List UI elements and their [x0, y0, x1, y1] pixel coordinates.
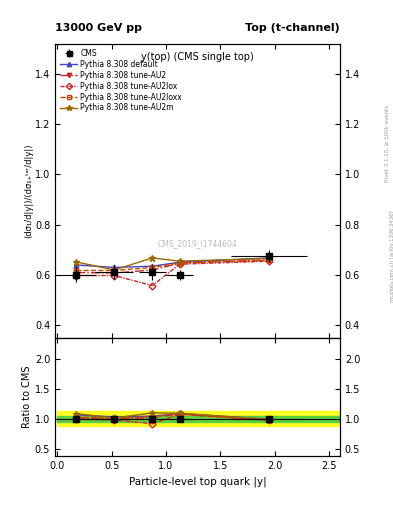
Pythia 8.308 tune-AU2: [74, 269, 79, 275]
Pythia 8.308 tune-AU2loxx: [112, 267, 117, 273]
Pythia 8.308 tune-AU2loxx: [74, 267, 79, 273]
Line: Pythia 8.308 tune-AU2loxx: Pythia 8.308 tune-AU2loxx: [74, 258, 272, 273]
Text: Rivet 3.1.10, ≥ 100k events: Rivet 3.1.10, ≥ 100k events: [385, 105, 389, 182]
Line: Pythia 8.308 tune-AU2m: Pythia 8.308 tune-AU2m: [73, 255, 272, 273]
Pythia 8.308 tune-AU2: [112, 270, 117, 276]
Pythia 8.308 tune-AU2lox: [267, 258, 272, 264]
Line: Pythia 8.308 tune-AU2: Pythia 8.308 tune-AU2: [74, 258, 272, 275]
Text: Top (t-channel): Top (t-channel): [245, 23, 340, 33]
Pythia 8.308 tune-AU2: [267, 257, 272, 263]
Y-axis label: Ratio to CMS: Ratio to CMS: [22, 366, 32, 428]
Pythia 8.308 tune-AU2lox: [177, 261, 182, 267]
Pythia 8.308 tune-AU2: [150, 267, 155, 273]
Pythia 8.308 tune-AU2m: [112, 267, 117, 273]
Y-axis label: (dσ₁/d|y|)/(dσ₁₊ᵗᵃʳ/d|y|): (dσ₁/d|y|)/(dσ₁₊ᵗᵃʳ/d|y|): [24, 143, 33, 238]
Pythia 8.308 tune-AU2lox: [74, 272, 79, 279]
Pythia 8.308 default: [267, 255, 272, 261]
Pythia 8.308 tune-AU2m: [74, 259, 79, 265]
Pythia 8.308 tune-AU2lox: [112, 272, 117, 279]
Pythia 8.308 tune-AU2lox: [150, 283, 155, 289]
Pythia 8.308 tune-AU2: [177, 260, 182, 266]
Text: 13000 GeV pp: 13000 GeV pp: [55, 23, 142, 33]
Pythia 8.308 default: [177, 259, 182, 265]
Text: y(top) (CMS single top): y(top) (CMS single top): [141, 52, 254, 62]
Pythia 8.308 tune-AU2loxx: [177, 260, 182, 266]
X-axis label: Particle-level top quark |y|: Particle-level top quark |y|: [129, 476, 266, 486]
Pythia 8.308 tune-AU2loxx: [150, 264, 155, 270]
Line: Pythia 8.308 default: Pythia 8.308 default: [74, 255, 272, 270]
Pythia 8.308 tune-AU2m: [267, 255, 272, 262]
Legend: CMS, Pythia 8.308 default, Pythia 8.308 tune-AU2, Pythia 8.308 tune-AU2lox, Pyth: CMS, Pythia 8.308 default, Pythia 8.308 …: [59, 47, 184, 114]
Line: Pythia 8.308 tune-AU2lox: Pythia 8.308 tune-AU2lox: [74, 259, 272, 288]
Pythia 8.308 default: [74, 262, 79, 268]
Text: CMS_2019_I1744604: CMS_2019_I1744604: [158, 239, 237, 248]
Pythia 8.308 tune-AU2m: [150, 255, 155, 261]
Text: mcplots.cern.ch [arXiv:1306.3436]: mcplots.cern.ch [arXiv:1306.3436]: [390, 210, 393, 302]
Pythia 8.308 default: [150, 263, 155, 269]
Pythia 8.308 default: [112, 264, 117, 270]
Pythia 8.308 tune-AU2loxx: [267, 258, 272, 264]
Pythia 8.308 tune-AU2m: [177, 258, 182, 264]
